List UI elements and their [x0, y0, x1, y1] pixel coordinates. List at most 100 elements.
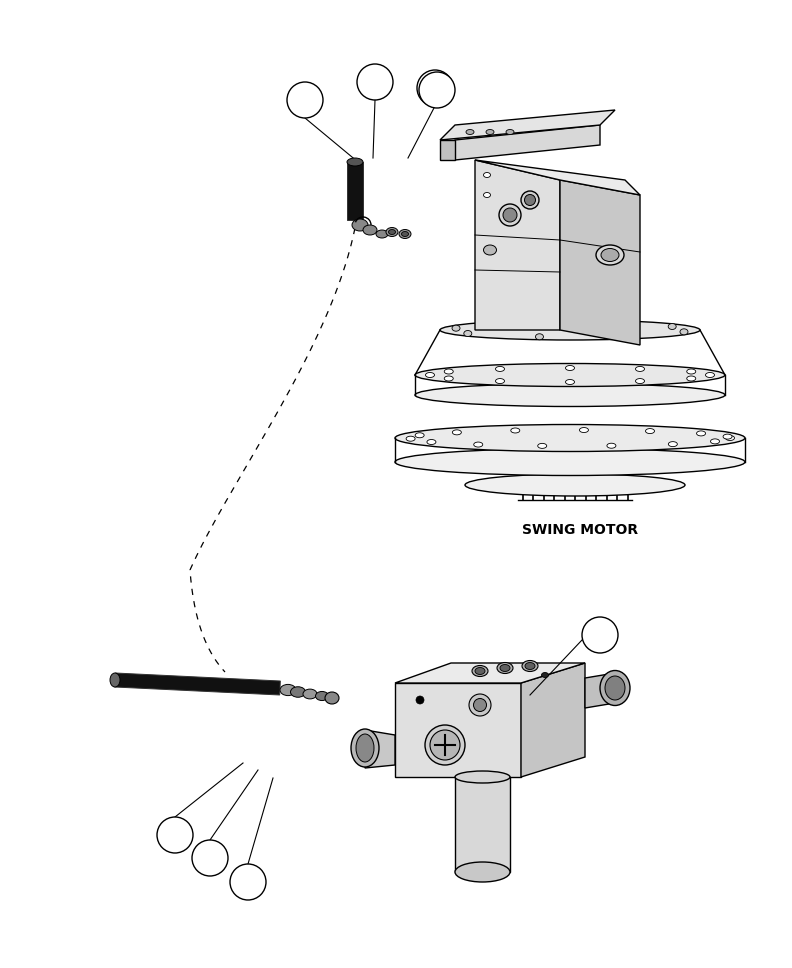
Ellipse shape	[352, 219, 368, 231]
Ellipse shape	[475, 668, 485, 675]
Ellipse shape	[110, 673, 120, 687]
Ellipse shape	[419, 72, 455, 108]
Ellipse shape	[395, 425, 745, 451]
Polygon shape	[115, 673, 280, 695]
Ellipse shape	[710, 439, 719, 444]
Ellipse shape	[303, 689, 317, 699]
Ellipse shape	[465, 474, 685, 496]
Ellipse shape	[395, 448, 745, 475]
Ellipse shape	[325, 692, 339, 704]
Polygon shape	[440, 110, 615, 140]
Ellipse shape	[601, 249, 619, 261]
Ellipse shape	[486, 130, 494, 135]
Ellipse shape	[521, 191, 539, 209]
Ellipse shape	[506, 130, 514, 135]
Ellipse shape	[522, 660, 538, 672]
Ellipse shape	[280, 684, 296, 696]
Ellipse shape	[565, 366, 574, 371]
Polygon shape	[475, 160, 560, 330]
Polygon shape	[521, 663, 585, 777]
Ellipse shape	[596, 320, 604, 326]
Ellipse shape	[315, 691, 329, 701]
Ellipse shape	[580, 428, 588, 433]
Ellipse shape	[386, 227, 398, 236]
Ellipse shape	[425, 725, 465, 765]
Ellipse shape	[464, 330, 472, 337]
Polygon shape	[440, 140, 455, 160]
Ellipse shape	[496, 378, 505, 383]
Ellipse shape	[483, 172, 490, 177]
Ellipse shape	[635, 378, 645, 383]
Ellipse shape	[347, 158, 363, 166]
Ellipse shape	[668, 441, 677, 446]
Ellipse shape	[399, 229, 411, 238]
Polygon shape	[455, 125, 600, 160]
Ellipse shape	[474, 442, 483, 447]
Ellipse shape	[444, 369, 453, 374]
Ellipse shape	[538, 443, 546, 448]
Polygon shape	[347, 162, 363, 220]
Ellipse shape	[452, 325, 460, 331]
Ellipse shape	[483, 245, 497, 255]
Ellipse shape	[483, 193, 490, 197]
Ellipse shape	[452, 430, 462, 435]
Ellipse shape	[455, 771, 510, 783]
Ellipse shape	[357, 64, 393, 100]
Ellipse shape	[605, 676, 625, 700]
Polygon shape	[455, 777, 510, 872]
Ellipse shape	[402, 231, 409, 236]
Ellipse shape	[524, 195, 535, 205]
Ellipse shape	[596, 245, 624, 265]
Ellipse shape	[430, 730, 460, 760]
Ellipse shape	[417, 70, 453, 106]
Ellipse shape	[376, 230, 388, 238]
Ellipse shape	[725, 436, 734, 440]
Polygon shape	[560, 180, 640, 345]
Ellipse shape	[291, 686, 306, 697]
Ellipse shape	[625, 333, 633, 339]
Ellipse shape	[535, 334, 543, 340]
Ellipse shape	[440, 320, 700, 340]
Ellipse shape	[351, 729, 379, 767]
Ellipse shape	[542, 673, 549, 678]
Polygon shape	[395, 663, 585, 683]
Ellipse shape	[472, 666, 488, 677]
Ellipse shape	[503, 208, 517, 222]
Ellipse shape	[416, 696, 424, 704]
Ellipse shape	[415, 433, 425, 438]
Ellipse shape	[668, 323, 676, 329]
Polygon shape	[475, 160, 640, 195]
Ellipse shape	[363, 225, 377, 235]
Ellipse shape	[697, 431, 706, 436]
Ellipse shape	[687, 369, 695, 374]
Polygon shape	[585, 673, 615, 708]
Ellipse shape	[635, 367, 645, 372]
Ellipse shape	[680, 329, 688, 335]
Ellipse shape	[230, 864, 266, 900]
Ellipse shape	[455, 862, 510, 882]
Ellipse shape	[406, 437, 415, 441]
Ellipse shape	[497, 662, 513, 674]
Ellipse shape	[706, 373, 714, 378]
Ellipse shape	[600, 671, 630, 706]
Ellipse shape	[157, 817, 193, 853]
Ellipse shape	[415, 364, 725, 386]
Ellipse shape	[425, 373, 435, 378]
Ellipse shape	[415, 383, 725, 407]
Ellipse shape	[444, 376, 453, 381]
Ellipse shape	[525, 662, 535, 670]
Ellipse shape	[507, 321, 515, 327]
Polygon shape	[365, 730, 395, 768]
Text: SWING MOTOR: SWING MOTOR	[522, 523, 638, 537]
Ellipse shape	[192, 840, 228, 876]
Ellipse shape	[356, 734, 374, 762]
Ellipse shape	[469, 694, 491, 716]
Ellipse shape	[582, 617, 618, 653]
Ellipse shape	[496, 367, 505, 372]
Ellipse shape	[466, 130, 474, 135]
Ellipse shape	[607, 443, 616, 448]
Polygon shape	[395, 683, 521, 777]
Ellipse shape	[474, 699, 486, 711]
Ellipse shape	[499, 204, 521, 226]
Ellipse shape	[500, 664, 510, 672]
